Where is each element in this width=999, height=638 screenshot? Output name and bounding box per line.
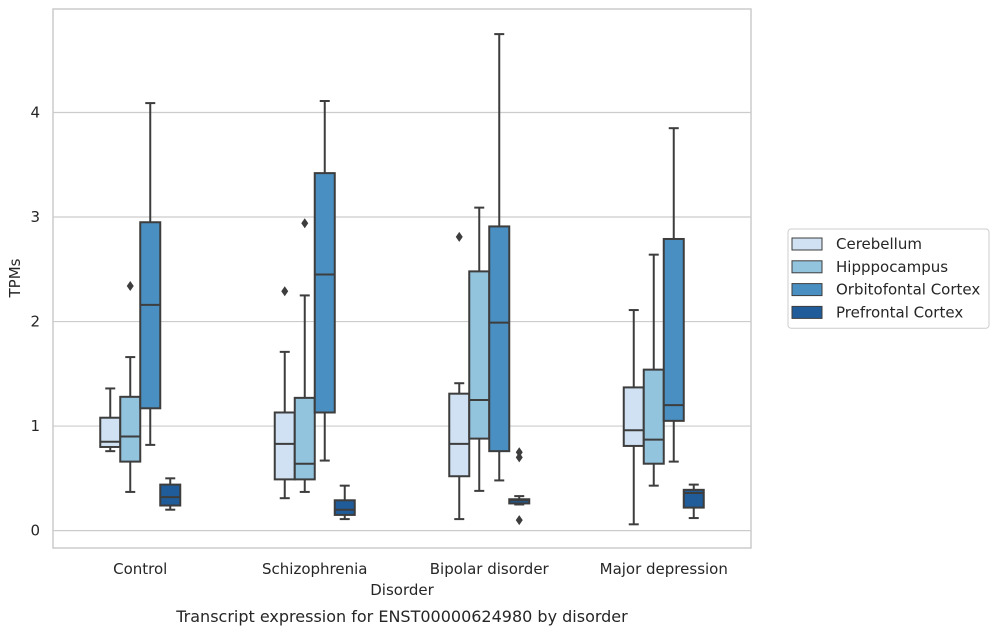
box-hipppocampus [642,253,665,487]
box-iqr [488,225,511,453]
y-tick-label: 1 [30,417,40,435]
box-prefrontal-cortex [333,484,356,521]
legend: Cerebellum Hipppocampus Orbitofontal Corte… [787,228,990,329]
outlier-point [281,286,289,297]
box-cerebellum [622,309,645,526]
legend-label: Hipppocampus [836,258,948,276]
chart-title: Transcript expression for ENST0000062498… [175,607,628,626]
box-iqr [468,270,491,440]
box-prefrontal-cortex [682,483,705,520]
y-tick-labels: 0 1 2 3 4 [30,104,40,540]
box-cerebellum [448,231,471,521]
x-tick-label: Control [113,560,167,578]
legend-swatch [791,305,823,319]
box-cerebellum [273,286,296,500]
x-axis-label: Disorder [370,581,434,599]
box-iqr [159,483,182,507]
plot-frame [52,8,752,549]
box-iqr [139,221,162,410]
box-orbitofontal-cortex [313,100,336,462]
y-tick-label: 4 [30,104,40,122]
legend-label: Cerebellum [836,235,922,253]
box-hipppocampus [119,281,142,493]
x-tick-label: Schizophrenia [262,560,367,578]
box-prefrontal-cortex [508,447,531,526]
box-hipppocampus [293,218,316,493]
legend-swatch [791,260,823,274]
box-iqr [273,411,296,481]
box-cerebellum [99,387,122,453]
box-iqr [313,172,336,414]
box-hipppocampus [468,206,491,492]
legend-label: Orbitofontal Cortex [836,281,980,299]
box-iqr [682,488,705,509]
y-tick-label: 2 [30,313,40,331]
box-iqr [333,499,356,516]
legend-swatch [791,237,823,251]
box-iqr [119,395,142,463]
boxes [99,33,705,526]
y-tick-label: 0 [30,522,40,540]
box-iqr [662,237,685,422]
legend-frame [787,228,990,329]
outlier-point [515,515,523,526]
legend-swatch [791,283,823,297]
x-tick-label: Bipolar disorder [430,560,550,578]
box-iqr [622,386,645,447]
outlier-point [301,218,309,229]
outlier-point [515,447,523,458]
box-orbitofontal-cortex [488,33,511,482]
legend-label: Prefrontal Cortex [836,303,963,321]
box-iqr [293,396,316,481]
box-iqr [448,392,471,478]
x-tick-label: Major depression [600,560,728,578]
box-prefrontal-cortex [159,477,182,511]
x-tick-labels: Control Schizophrenia Bipolar disorder Majo… [113,560,728,578]
outlier-point [455,231,463,242]
box-iqr [642,368,665,465]
outlier-point [515,452,523,463]
box-orbitofontal-cortex [139,102,162,446]
y-tick-label: 3 [30,208,40,226]
box-orbitofontal-cortex [662,127,685,463]
y-axis-label: TPMs [6,258,24,298]
outlier-point [126,281,134,292]
box-iqr [508,498,531,505]
